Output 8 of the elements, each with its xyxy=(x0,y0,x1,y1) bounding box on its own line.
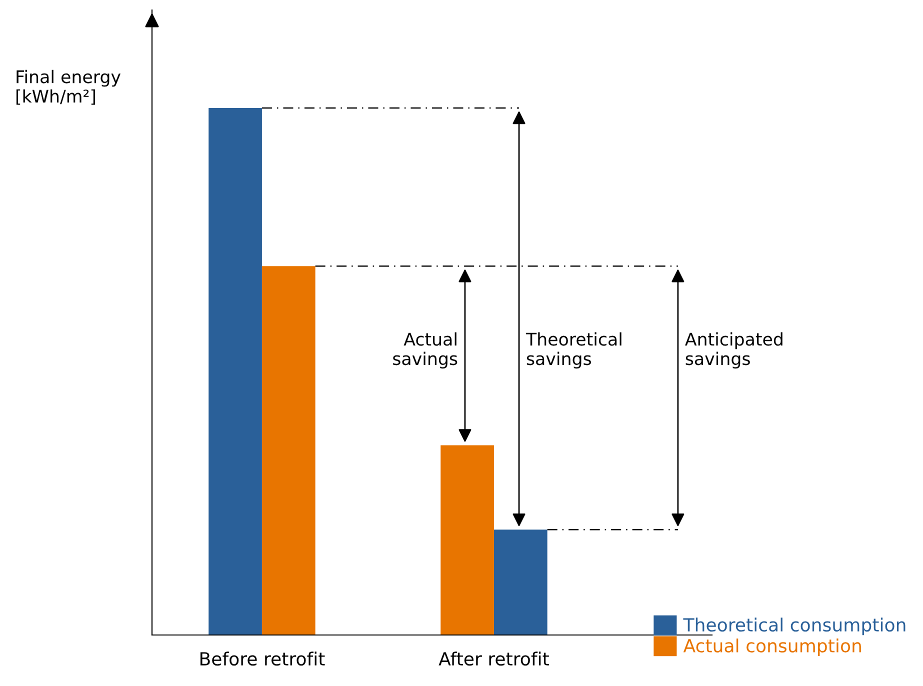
y-axis-title: Final energy [kWh/m²] xyxy=(16,70,121,105)
annotation: Theoretical savings xyxy=(526,332,622,369)
annotation: Anticipated savings xyxy=(685,332,782,369)
x-tick-label: After retrofit xyxy=(438,652,549,666)
annotation: Actual savings xyxy=(393,332,458,369)
legend-label: Theoretical consumption xyxy=(683,618,906,636)
x-tick-label: Before retrofit xyxy=(200,652,325,666)
legend-label: Actual consumption xyxy=(683,638,861,656)
